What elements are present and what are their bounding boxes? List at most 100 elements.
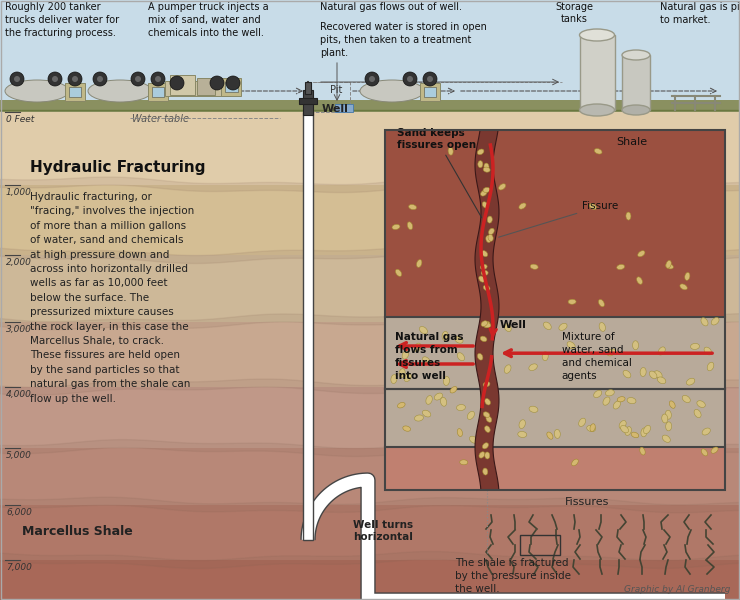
- Ellipse shape: [554, 430, 560, 439]
- Circle shape: [423, 72, 437, 86]
- Ellipse shape: [633, 341, 639, 350]
- Ellipse shape: [518, 431, 527, 437]
- Ellipse shape: [450, 386, 457, 393]
- Ellipse shape: [617, 397, 625, 402]
- Circle shape: [170, 76, 184, 90]
- Ellipse shape: [623, 370, 630, 378]
- Ellipse shape: [631, 432, 639, 438]
- Ellipse shape: [423, 357, 430, 364]
- Circle shape: [365, 72, 379, 86]
- Bar: [0, 112, 740, 185]
- Ellipse shape: [440, 397, 447, 406]
- Ellipse shape: [457, 404, 465, 410]
- Ellipse shape: [684, 272, 690, 280]
- Ellipse shape: [669, 401, 675, 409]
- Ellipse shape: [485, 426, 490, 433]
- Ellipse shape: [448, 147, 453, 155]
- Bar: [303, 90, 313, 115]
- Bar: [0, 560, 740, 600]
- Ellipse shape: [654, 371, 662, 378]
- Ellipse shape: [483, 382, 490, 387]
- Text: Storage
tanks: Storage tanks: [555, 2, 593, 23]
- Ellipse shape: [434, 393, 443, 400]
- Ellipse shape: [426, 395, 432, 404]
- Ellipse shape: [665, 410, 671, 419]
- Ellipse shape: [625, 427, 631, 436]
- Text: Natural gas
flows from
fissures
into well: Natural gas flows from fissures into wel…: [395, 332, 463, 381]
- Ellipse shape: [481, 271, 488, 275]
- Ellipse shape: [487, 216, 492, 223]
- Text: Roughly 200 tanker
trucks deliver water for
the fracturing process.: Roughly 200 tanker trucks deliver water …: [5, 2, 119, 38]
- Ellipse shape: [622, 50, 650, 60]
- Ellipse shape: [395, 269, 402, 277]
- Ellipse shape: [531, 264, 538, 269]
- Ellipse shape: [627, 398, 636, 404]
- Circle shape: [155, 76, 161, 82]
- Ellipse shape: [460, 460, 468, 465]
- Ellipse shape: [613, 401, 620, 409]
- Ellipse shape: [702, 428, 710, 435]
- Text: Pit: Pit: [330, 85, 343, 95]
- Bar: [303, 112, 313, 540]
- Bar: [385, 389, 725, 447]
- Ellipse shape: [636, 277, 642, 284]
- Ellipse shape: [483, 167, 490, 172]
- Ellipse shape: [599, 299, 605, 307]
- Ellipse shape: [484, 163, 489, 170]
- Ellipse shape: [481, 190, 487, 196]
- Ellipse shape: [482, 468, 488, 475]
- Ellipse shape: [485, 236, 491, 242]
- Bar: [420, 83, 440, 101]
- Circle shape: [10, 72, 24, 86]
- Ellipse shape: [454, 337, 463, 343]
- Ellipse shape: [485, 452, 490, 459]
- Text: Hydraulic fracturing, or
"fracing," involves the injection
of more than a millio: Hydraulic fracturing, or "fracing," invo…: [30, 192, 194, 404]
- Ellipse shape: [499, 184, 505, 190]
- Polygon shape: [475, 130, 499, 490]
- Ellipse shape: [649, 371, 657, 379]
- Ellipse shape: [687, 378, 695, 385]
- Ellipse shape: [482, 251, 488, 257]
- Circle shape: [14, 76, 20, 82]
- Text: Sand keeps
fissures open: Sand keeps fissures open: [397, 128, 482, 218]
- Ellipse shape: [619, 421, 626, 429]
- Ellipse shape: [484, 323, 491, 328]
- Ellipse shape: [481, 321, 488, 326]
- Bar: [148, 83, 168, 101]
- Bar: [69, 87, 81, 97]
- Ellipse shape: [599, 323, 605, 331]
- Bar: [0, 322, 740, 387]
- Ellipse shape: [603, 397, 610, 405]
- Ellipse shape: [477, 353, 483, 360]
- Ellipse shape: [701, 318, 708, 326]
- Bar: [335, 104, 353, 112]
- Ellipse shape: [662, 435, 670, 442]
- Ellipse shape: [666, 422, 672, 431]
- Ellipse shape: [542, 352, 548, 361]
- Text: Shale: Shale: [616, 137, 648, 147]
- Ellipse shape: [399, 369, 405, 377]
- Ellipse shape: [704, 347, 712, 355]
- Circle shape: [407, 76, 413, 82]
- Text: 7,000: 7,000: [6, 563, 32, 572]
- Ellipse shape: [360, 80, 424, 102]
- Ellipse shape: [640, 368, 646, 377]
- Ellipse shape: [572, 459, 578, 466]
- Ellipse shape: [442, 331, 448, 340]
- Ellipse shape: [468, 412, 474, 419]
- Ellipse shape: [568, 299, 576, 304]
- Bar: [65, 83, 85, 101]
- Bar: [0, 185, 740, 255]
- Ellipse shape: [607, 349, 616, 356]
- Ellipse shape: [504, 365, 511, 373]
- Ellipse shape: [469, 436, 477, 443]
- Text: Marcellus Shale: Marcellus Shale: [22, 525, 132, 538]
- Ellipse shape: [423, 410, 431, 417]
- Ellipse shape: [587, 425, 596, 431]
- Ellipse shape: [404, 373, 411, 382]
- Ellipse shape: [547, 432, 553, 439]
- Ellipse shape: [707, 362, 714, 371]
- Ellipse shape: [483, 285, 490, 290]
- Ellipse shape: [420, 326, 428, 334]
- Ellipse shape: [484, 322, 490, 328]
